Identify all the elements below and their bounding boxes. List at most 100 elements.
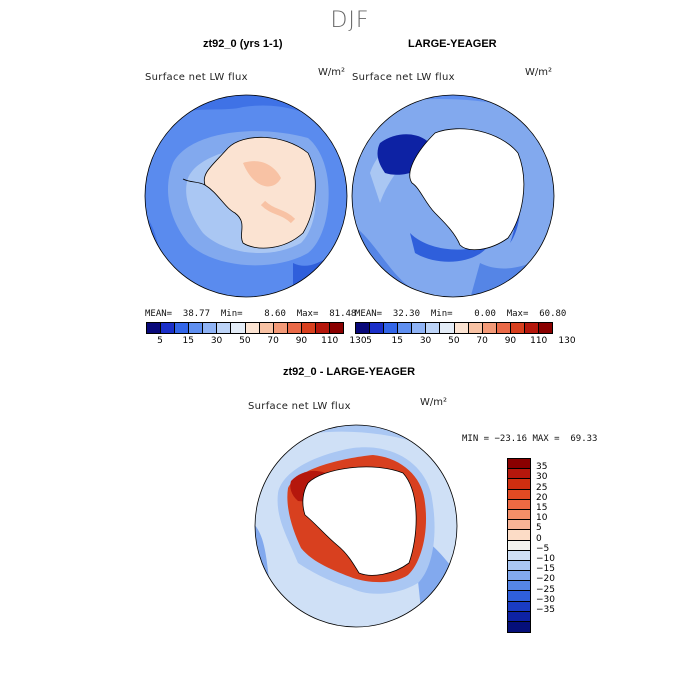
- season-title: DJF: [330, 8, 370, 33]
- colorbar-swatch: [245, 323, 260, 333]
- colorbar-swatch: [508, 459, 530, 470]
- colorbar-swatch: [496, 323, 511, 333]
- colorbar-tick-label: 90: [504, 336, 517, 346]
- colorbar-left: 5 15 30 50 70 90 110 130: [146, 322, 367, 346]
- polar-map-difference: [254, 424, 458, 628]
- colorbar-swatch: [440, 323, 455, 333]
- colorbar-tick-label: 110: [530, 336, 548, 346]
- colorbar-tick-label: −35: [536, 605, 555, 615]
- colorbar-swatch: [508, 540, 530, 551]
- colorbar-tick-label: 15: [391, 336, 404, 346]
- colorbar-swatch: [524, 323, 540, 333]
- colorbar-tick-label: 5: [536, 523, 542, 534]
- colorbar-swatch: [217, 323, 232, 333]
- colorbar-tick-label: −20: [536, 574, 555, 585]
- colorbar-tick-label: 30: [210, 336, 223, 346]
- colorbar-ticks: 5 15 30 50 70 90 110 130: [355, 334, 575, 346]
- colorbar-tick-label: 70: [476, 336, 488, 346]
- colorbar-tick-label: 15: [182, 336, 195, 346]
- colorbar-tick-label: 5: [366, 336, 372, 346]
- panel-units: W/m²: [525, 67, 553, 78]
- colorbar-swatch: [508, 601, 530, 612]
- colorbar-swatch: [147, 323, 162, 333]
- colorbar-swatch: [259, 323, 274, 333]
- colorbar-tick-label: 15: [536, 503, 548, 513]
- colorbar-swatch: [508, 550, 530, 561]
- colorbar-ticks: 5 15 30 50 70 90 110 130: [146, 334, 366, 346]
- colorbar-swatch: [231, 323, 246, 333]
- colorbar-swatch: [508, 530, 530, 541]
- colorbar-swatch: [454, 323, 469, 333]
- colorbar-tick-label: −15: [536, 564, 555, 575]
- panel-title-observations: LARGE-YEAGER: [408, 38, 497, 50]
- colorbar-swatches: [146, 322, 344, 334]
- colorbar-swatch: [482, 323, 497, 333]
- colorbar-swatch: [301, 323, 316, 333]
- diff-panel-title: zt92_0 - LARGE-YEAGER: [283, 366, 416, 378]
- colorbar-swatch: [508, 581, 530, 592]
- colorbar-swatch: [508, 560, 530, 572]
- colorbar-swatch: [508, 611, 530, 622]
- colorbar-swatch: [508, 571, 530, 582]
- colorbar-swatches: [355, 322, 553, 334]
- colorbar-tick-label: 5: [157, 336, 163, 346]
- colorbar-swatch: [508, 479, 530, 490]
- diff-units: W/m²: [420, 397, 448, 408]
- panel-stats: MEAN= 38.77 Min= 8.60 Max= 81.48: [145, 309, 357, 319]
- colorbar-tick-label: 10: [536, 513, 548, 524]
- diff-stats: MIN = −23.16 MAX = 69.33: [462, 434, 598, 444]
- panel-variable-label: Surface net LW flux: [145, 72, 248, 83]
- colorbar-swatch: [356, 323, 371, 333]
- colorbar-tick-label: 50: [239, 336, 251, 346]
- colorbar-tick-label: −5: [536, 543, 550, 554]
- colorbar-swatch: [370, 323, 385, 333]
- colorbar-right: 5 15 30 50 70 90 110 130: [355, 322, 576, 346]
- panel-title-model: zt92_0 (yrs 1-1): [203, 38, 283, 50]
- polar-map-observations: [351, 94, 555, 298]
- diff-variable-label: Surface net LW flux: [248, 401, 351, 412]
- colorbar-swatch: [315, 323, 331, 333]
- colorbar-tick-label: −30: [536, 594, 555, 605]
- colorbar-swatch: [508, 489, 530, 500]
- colorbar-swatch: [287, 323, 302, 333]
- colorbar-tick-label: 0: [536, 533, 542, 544]
- panel-variable-label: Surface net LW flux: [352, 72, 455, 83]
- diff-colorbar: [507, 458, 531, 634]
- colorbar-tick-label: 130: [349, 336, 367, 346]
- colorbar-tick-label: −25: [536, 584, 555, 595]
- colorbar-swatch: [508, 520, 530, 531]
- colorbar-tick-label: 110: [321, 336, 339, 346]
- colorbar-tick-label: 70: [267, 336, 279, 346]
- colorbar-swatch: [508, 591, 530, 602]
- panel-stats: MEAN= 32.30 Min= 0.00 Max= 60.80: [355, 309, 567, 319]
- polar-map-model: [144, 94, 348, 298]
- colorbar-swatch: [539, 323, 553, 333]
- colorbar-tick-label: 25: [536, 482, 548, 493]
- colorbar-swatch: [510, 323, 525, 333]
- colorbar-swatch: [330, 323, 344, 333]
- colorbar-swatch: [508, 469, 530, 480]
- colorbar-swatch: [412, 323, 427, 333]
- colorbar-tick-label: −10: [536, 554, 555, 564]
- colorbar-tick-label: 50: [448, 336, 460, 346]
- colorbar-swatch: [468, 323, 483, 333]
- colorbar-tick-label: 30: [419, 336, 432, 346]
- colorbar-swatch: [189, 323, 204, 333]
- colorbar-tick-label: 35: [536, 462, 548, 473]
- colorbar-tick-label: 130: [558, 336, 576, 346]
- colorbar-swatch: [175, 323, 190, 333]
- colorbar-swatch: [426, 323, 441, 333]
- colorbar-swatch: [161, 323, 176, 333]
- colorbar-swatch: [273, 323, 288, 333]
- colorbar-swatch: [384, 323, 399, 333]
- colorbar-tick-label: 20: [536, 492, 548, 503]
- colorbar-swatch: [398, 323, 413, 333]
- colorbar-swatch: [203, 323, 218, 333]
- colorbar-swatch: [508, 499, 530, 510]
- panel-units: W/m²: [318, 67, 346, 78]
- colorbar-tick-label: 90: [295, 336, 308, 346]
- colorbar-swatch: [508, 509, 530, 521]
- diff-colorbar-ticks: 35 30 25 20 15 10 5 0 −5 −10 −15 −20 −25 −30 −35: [536, 458, 576, 638]
- colorbar-swatch: [508, 622, 530, 633]
- colorbar-tick-label: 30: [536, 472, 548, 483]
